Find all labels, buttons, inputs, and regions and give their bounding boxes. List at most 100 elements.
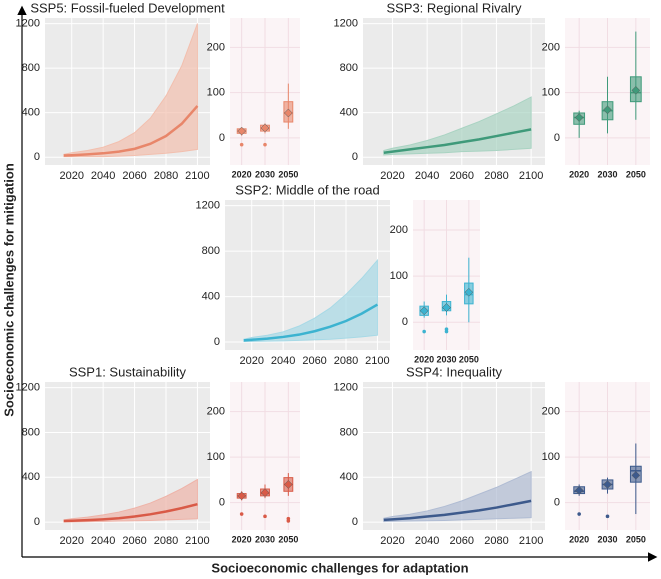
x-tick-label: 2030 (597, 169, 617, 179)
y-tick-label: 200 (207, 41, 225, 53)
y-tick-label: 200 (207, 406, 225, 418)
uncertainty-band (383, 96, 532, 156)
mean (260, 488, 270, 498)
y-tick-label: 1200 (334, 382, 358, 394)
x-tick-label: 2030 (597, 534, 617, 544)
y-tick-label: 400 (340, 471, 358, 483)
x-tick-label: 2020 (59, 170, 83, 182)
mean (237, 126, 247, 136)
y-tick-label: 800 (202, 245, 220, 257)
x-tick-label: 2100 (185, 170, 209, 182)
y-tick-label: 0 (219, 497, 225, 509)
y-tick-label: 400 (22, 107, 40, 119)
y-tick-label: 100 (207, 87, 225, 99)
x-tick-label: 2020 (380, 535, 404, 547)
x-tick-label: 2050 (278, 169, 298, 179)
y-tick-label: 200 (390, 224, 408, 236)
mean (631, 471, 641, 480)
y-tick-label: 400 (340, 107, 358, 119)
x-tick-label: 2080 (154, 170, 178, 182)
line (63, 105, 199, 157)
line (63, 502, 198, 523)
y-tick-label: 0 (554, 132, 560, 144)
x-tick-label: 2020 (569, 169, 589, 179)
outlier (263, 142, 267, 147)
outlier (239, 512, 244, 516)
outlier (239, 142, 244, 147)
y-tick-label: 1200 (16, 17, 40, 29)
mean (283, 480, 293, 489)
chart-title: SSP3: Regional Rivalry (386, 0, 522, 15)
y-tick-label: 0 (352, 151, 358, 163)
mean (237, 491, 247, 501)
y-tick-label: 0 (402, 316, 408, 328)
x-tick-label: 2040 (91, 170, 115, 182)
mean (603, 480, 612, 489)
chart-title: SSP1: Sustainability (69, 364, 187, 379)
y-tick-label: 100 (207, 451, 225, 463)
y-tick-label: 200 (542, 41, 560, 53)
x-tick-label: 2020 (232, 169, 252, 179)
y-tick-label: 200 (542, 406, 560, 418)
x-tick-label: 2080 (334, 355, 358, 367)
x-tick-label: 2060 (302, 355, 326, 367)
x-tick-label: 2100 (519, 535, 543, 547)
x-tick-label: 2030 (255, 169, 275, 179)
x-tick-label: 2020 (569, 534, 589, 544)
y-tick-label: 100 (542, 451, 560, 463)
y-tick-label: 0 (352, 516, 358, 528)
y-tick-label: 100 (542, 87, 560, 99)
y-tick-label: 800 (22, 62, 40, 74)
y-tick-label: 100 (390, 270, 408, 282)
outlier (444, 327, 449, 332)
y-tick-label: 0 (34, 151, 40, 163)
x-tick-label: 2080 (154, 535, 178, 547)
mean (464, 287, 474, 297)
x-tick-label: 2040 (415, 535, 439, 547)
y-tick-label: 1200 (196, 200, 220, 212)
mean (442, 303, 451, 312)
mean (419, 306, 429, 316)
mean (574, 486, 584, 495)
x-tick-label: 2030 (436, 354, 456, 364)
x-tick-label: 2040 (91, 535, 115, 547)
y-tick-label: 0 (219, 132, 225, 144)
y-tick-label: 800 (340, 62, 358, 74)
x-tick-label: 2060 (450, 170, 474, 182)
y-tick-label: 800 (340, 426, 358, 438)
x-tick-label: 2020 (239, 355, 263, 367)
x-tick-label: 2040 (415, 170, 439, 182)
y-tick-label: 1200 (334, 17, 358, 29)
x-tick-label: 2100 (185, 535, 209, 547)
x-tick-label: 2020 (59, 535, 83, 547)
outlier (605, 514, 610, 519)
mean (603, 105, 612, 115)
x-tick-label: 2080 (484, 535, 508, 547)
outlier (422, 329, 426, 334)
mean (574, 113, 584, 122)
uncertainty-band (63, 23, 198, 158)
y-tick-label: 400 (202, 290, 220, 302)
x-tick-label: 2050 (459, 354, 479, 364)
mean (260, 123, 270, 133)
chart-title: SSP5: Fossil-fueled Development (30, 0, 225, 15)
x-tick-label: 2100 (519, 170, 543, 182)
outlier (577, 512, 581, 516)
x-tick-label: 2020 (414, 354, 434, 364)
x-tick-label: 2060 (450, 535, 474, 547)
y-tick-label: 0 (34, 516, 40, 528)
x-tick-label: 2020 (380, 170, 404, 182)
mean (283, 108, 293, 118)
x-tick-label: 2050 (278, 534, 298, 544)
y-tick-label: 0 (214, 336, 220, 348)
y-label: Socioeconomic challenges for mitigation (1, 163, 16, 417)
y-tick-label: 0 (554, 497, 560, 509)
x-tick-label: 2030 (255, 534, 275, 544)
outlier (286, 519, 291, 523)
x-tick-label: 2080 (484, 170, 508, 182)
chart-title: SSP2: Middle of the road (235, 182, 380, 197)
chart-title: SSP4: Inequality (406, 364, 503, 379)
y-tick-label: 800 (22, 426, 40, 438)
y-tick-label: 400 (22, 471, 40, 483)
